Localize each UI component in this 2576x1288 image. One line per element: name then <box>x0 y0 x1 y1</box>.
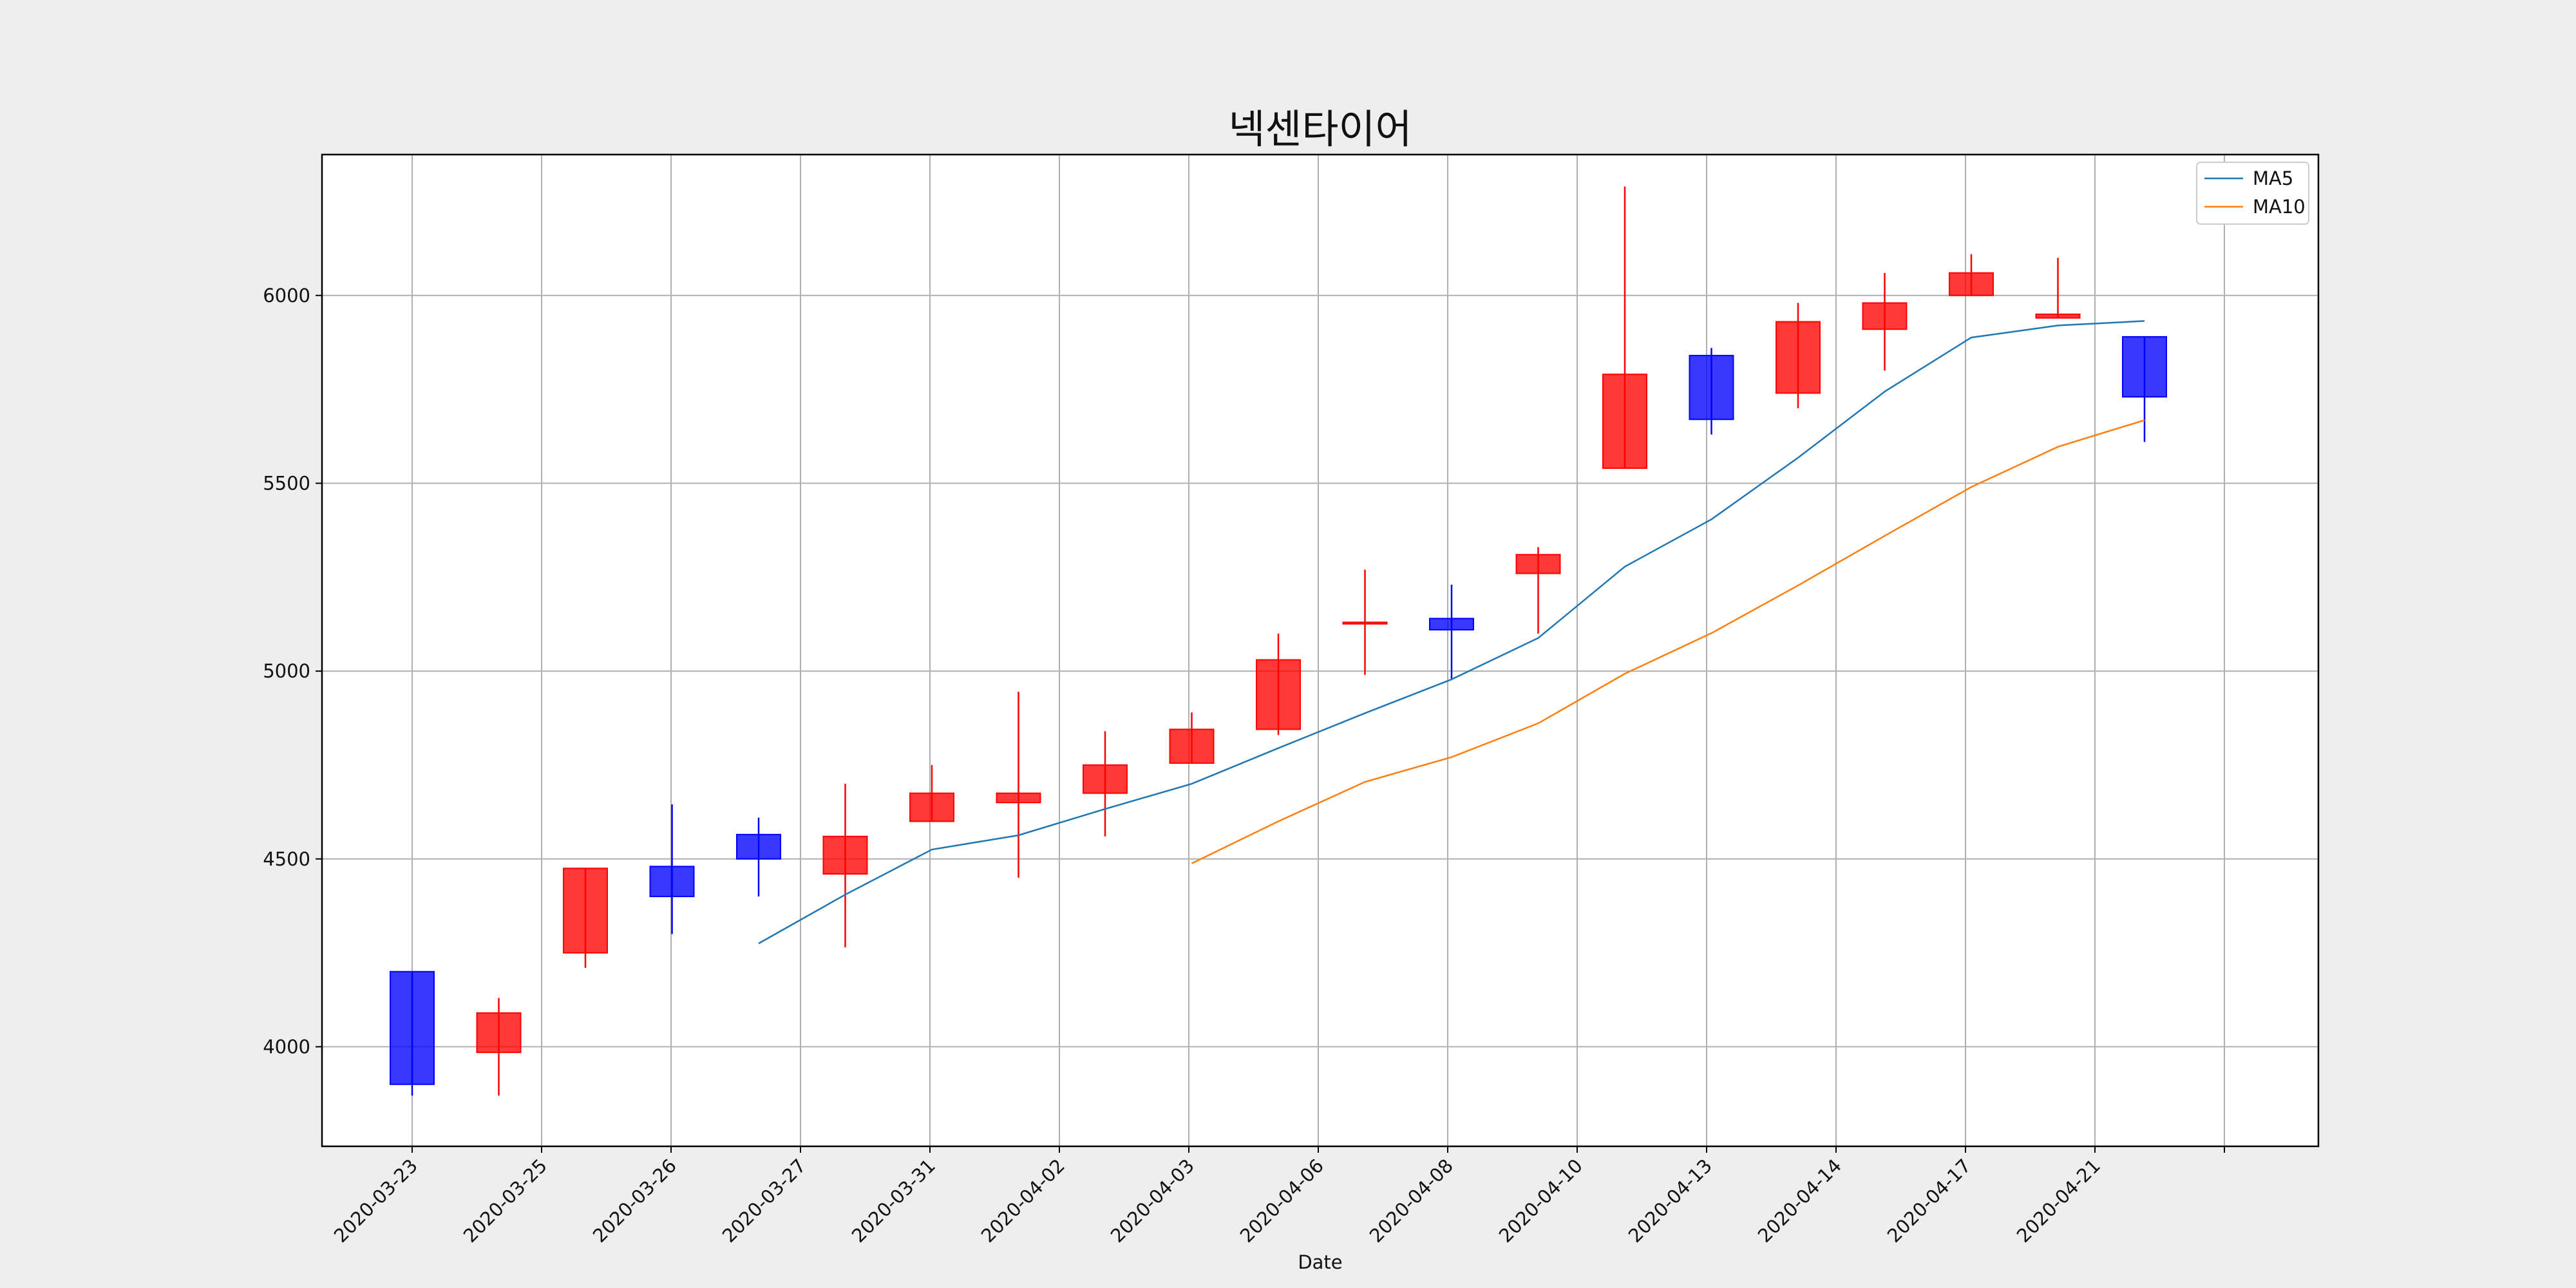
y-axis-ticks: 4000 4500 5000 5500 6000 <box>263 285 322 1057</box>
candle <box>1083 731 1128 837</box>
candle-body <box>909 792 954 822</box>
candle <box>563 867 608 968</box>
candle <box>390 971 435 1096</box>
x-tick-label: 2020-03-25 <box>459 1155 551 1247</box>
y-tick-label: 5500 <box>263 472 310 494</box>
x-tick-label: 2020-03-27 <box>718 1155 810 1247</box>
candle-body <box>390 971 435 1085</box>
y-tick-label: 6000 <box>263 285 310 307</box>
legend-label-ma10: MA10 <box>2253 196 2306 218</box>
y-tick-label: 4500 <box>263 848 310 870</box>
candle-body <box>563 867 608 954</box>
x-tick-label: 2020-04-08 <box>1365 1155 1457 1247</box>
candle-body <box>1602 374 1647 469</box>
ma-line-ma10 <box>1191 419 2145 864</box>
candle <box>996 692 1041 878</box>
candle <box>1256 633 1301 735</box>
candle <box>1169 712 1215 764</box>
candle-body <box>2122 336 2167 398</box>
candle <box>1949 254 1994 296</box>
candle <box>822 784 868 947</box>
candle-body <box>736 833 781 860</box>
x-axis-ticks: 2020-03-23 2020-03-25 2020-03-26 2020-03-27… <box>330 1146 2225 1247</box>
candle <box>1602 186 1647 469</box>
candle <box>2122 336 2167 442</box>
y-tick-label: 5000 <box>263 660 310 682</box>
ma-line-ma5 <box>758 320 2145 945</box>
x-tick-label: 2020-03-31 <box>848 1155 940 1247</box>
candle-body <box>1776 321 1821 394</box>
candle-body <box>1342 621 1388 625</box>
chart-title: 넥센타이어 <box>1228 106 1412 153</box>
moving-average-lines <box>758 320 2145 945</box>
candle-body <box>1515 554 1561 574</box>
candle-body <box>1083 764 1128 794</box>
x-tick-label: 2020-04-03 <box>1106 1155 1198 1247</box>
x-tick-label: 2020-04-13 <box>1624 1155 1716 1247</box>
y-tick-label: 4000 <box>263 1036 310 1057</box>
x-tick-label: 2020-04-21 <box>2012 1155 2105 1247</box>
legend: MA5 MA10 <box>2196 162 2309 225</box>
candle-body <box>1256 659 1301 730</box>
candle-body <box>1689 355 1734 421</box>
candle-body <box>1169 728 1215 764</box>
candle-body <box>2035 313 2081 319</box>
candle <box>1689 348 1734 435</box>
candle-body <box>996 792 1041 804</box>
candle <box>1429 584 1474 679</box>
x-tick-label: 2020-04-17 <box>1883 1155 1975 1247</box>
candle <box>736 817 781 897</box>
x-axis-label: Date <box>1298 1251 1342 1273</box>
candle <box>1515 547 1561 634</box>
candle-body <box>1862 302 1908 330</box>
x-tick-label: 2020-04-02 <box>977 1155 1069 1247</box>
x-tick-label: 2020-03-26 <box>589 1155 681 1247</box>
candle <box>1776 303 1821 408</box>
x-tick-label: 2020-04-10 <box>1495 1155 1587 1247</box>
candle-body <box>1429 618 1474 630</box>
x-tick-label: 2020-03-23 <box>330 1155 422 1247</box>
candle <box>2035 258 2081 319</box>
candle <box>909 764 954 822</box>
x-tick-label: 2020-04-14 <box>1754 1155 1846 1247</box>
candle-body <box>476 1012 522 1054</box>
candle-body <box>822 835 868 875</box>
candle <box>1862 272 1908 371</box>
candle-body <box>1949 272 1994 296</box>
candle-body <box>649 866 695 898</box>
candle <box>649 804 695 934</box>
candle <box>1342 569 1388 675</box>
candles <box>390 186 2167 1096</box>
plot-frame <box>321 153 2320 1148</box>
plot-area <box>322 155 2318 1146</box>
candle <box>476 998 522 1096</box>
x-tick-label: 2020-04-06 <box>1236 1155 1328 1247</box>
grid <box>322 155 2318 1146</box>
legend-label-ma5: MA5 <box>2253 167 2293 189</box>
